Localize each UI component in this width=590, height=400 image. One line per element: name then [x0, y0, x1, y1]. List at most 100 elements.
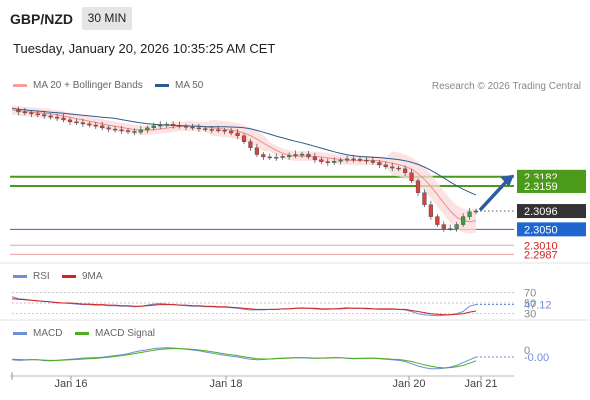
- candle-body: [357, 159, 363, 161]
- rsi-line: [11, 296, 477, 317]
- candle-body: [113, 128, 118, 131]
- candle-body: [171, 124, 176, 126]
- forecast-arrow-head: [500, 174, 514, 187]
- candle-body: [267, 156, 272, 159]
- candle-body: [183, 126, 189, 128]
- candle-body: [435, 216, 440, 225]
- candle-body: [190, 126, 195, 129]
- candle-body: [80, 122, 85, 125]
- forecast-arrow-shaft: [478, 178, 510, 212]
- candle-body: [48, 115, 53, 118]
- legend-macd: MACD: [13, 328, 62, 339]
- macd-current-label: -0.00: [524, 352, 549, 364]
- candle-body: [428, 204, 433, 217]
- candle-body: [222, 130, 227, 132]
- macd-zero-label: 0: [524, 345, 530, 357]
- candle-body: [338, 159, 343, 162]
- macd-signal-line: [11, 348, 477, 369]
- credit-label: Research © 2026 Trading Central: [431, 81, 581, 92]
- legend-rsi-swatch: [13, 275, 27, 278]
- candle-body: [261, 154, 266, 158]
- candle-body: [132, 131, 137, 133]
- rsi-level-label: 30: [524, 309, 536, 321]
- ma50-line: [11, 107, 477, 196]
- candle-body: [93, 124, 98, 127]
- candle-body: [351, 158, 356, 161]
- price-level-label: 2.3010: [524, 240, 558, 252]
- x-axis-tick-label: Jan 20: [392, 378, 425, 390]
- candle-body: [467, 211, 472, 217]
- rsi-level-label: 70: [524, 287, 536, 299]
- price-level-tag: [517, 222, 586, 237]
- candle-body: [125, 130, 131, 132]
- x-axis-tick-label: Jan 18: [209, 378, 242, 390]
- legend-macd-signal: MACD Signal: [75, 328, 155, 339]
- candle-body: [203, 128, 208, 130]
- ma20-line: [11, 109, 477, 223]
- legend-ma20-bb: MA 20 + Bollinger Bands: [13, 80, 143, 91]
- candle-body: [415, 180, 421, 193]
- candle-body: [145, 127, 150, 131]
- legend-9ma-label: 9MA: [82, 271, 103, 282]
- candle-body: [370, 160, 375, 163]
- candle-body: [280, 156, 285, 158]
- legend-macd-signal-label: MACD Signal: [95, 328, 156, 339]
- legend-macd-swatch: [13, 332, 27, 335]
- candle-body: [35, 113, 40, 116]
- candle-body: [138, 129, 143, 133]
- legend-macd-signal-swatch: [75, 332, 89, 335]
- candle-body: [100, 125, 105, 129]
- candle-body: [229, 130, 234, 134]
- candle-body: [287, 155, 292, 157]
- candle-body: [241, 135, 247, 142]
- candle-body: [396, 167, 401, 170]
- candle-body: [164, 124, 169, 126]
- legend-rsi-label: RSI: [33, 271, 50, 282]
- candle-body: [254, 147, 259, 155]
- rsi-current-label: 47.12: [524, 300, 552, 312]
- candle-body: [106, 127, 111, 130]
- candle-body: [22, 111, 27, 114]
- legend-ma50-swatch: [155, 84, 169, 87]
- legend-ma20-label: MA 20 + Bollinger Bands: [33, 80, 143, 91]
- price-level-label: 2.3159: [524, 181, 558, 193]
- candle-body: [409, 172, 414, 181]
- candle-body: [42, 114, 47, 117]
- timeframe-button[interactable]: 30 MIN: [82, 7, 132, 30]
- candle-body: [325, 161, 330, 163]
- legend-macd-label: MACD: [33, 328, 63, 339]
- legend-9ma-swatch: [62, 275, 76, 278]
- candle-body: [55, 116, 60, 119]
- candle-body: [235, 132, 240, 137]
- candle-body: [448, 228, 453, 230]
- candle-body: [158, 124, 163, 127]
- candle-body: [61, 117, 66, 121]
- x-axis-tick-label: Jan 21: [464, 378, 497, 390]
- candle-body: [306, 153, 311, 158]
- rsi-level-label: 50: [524, 298, 536, 310]
- candle-body: [299, 153, 305, 156]
- candle-body: [177, 125, 182, 127]
- candle-body: [151, 125, 156, 129]
- candle-body: [332, 161, 337, 163]
- legend-rsi: RSI: [13, 271, 50, 282]
- price-level-tag: [517, 178, 586, 193]
- candle-body: [209, 129, 214, 131]
- candle-body: [216, 129, 221, 132]
- candle-body: [274, 157, 279, 159]
- candles-group: [16, 106, 479, 232]
- candle-body: [119, 129, 124, 132]
- price-level-tag: [517, 204, 586, 219]
- candle-body: [248, 141, 253, 148]
- symbol-label: GBP/NZD: [10, 11, 73, 27]
- rsi-9ma-line: [11, 298, 477, 316]
- candle-body: [67, 119, 73, 123]
- candle-body: [461, 216, 466, 225]
- candle-body: [390, 166, 395, 169]
- chart-header: GBP/NZD 30 MIN Tuesday, January 20, 2026…: [0, 0, 590, 72]
- legend-ma20-swatch: [13, 84, 27, 87]
- candle-body: [383, 164, 388, 168]
- legend-ma50-label: MA 50: [175, 80, 204, 91]
- candle-body: [293, 154, 298, 156]
